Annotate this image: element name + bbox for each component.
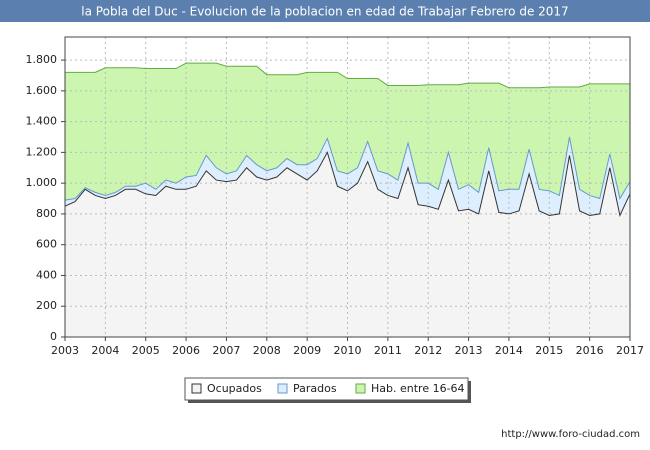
x-tick-label: 2007	[212, 344, 240, 357]
x-tick-label: 2009	[293, 344, 321, 357]
x-tick-label: 2012	[414, 344, 442, 357]
x-tick-label: 2008	[253, 344, 281, 357]
y-tick-label: 600	[36, 238, 57, 251]
y-tick-label: 200	[36, 299, 57, 312]
y-tick-label: 400	[36, 268, 57, 281]
x-tick-label: 2006	[172, 344, 200, 357]
x-tick-label: 2004	[91, 344, 119, 357]
x-tick-label: 2005	[132, 344, 160, 357]
series-line	[64, 151, 631, 218]
footer-url: http://www.foro-ciudad.com	[501, 429, 640, 440]
area	[65, 152, 630, 337]
legend-label: Parados	[293, 382, 337, 395]
area	[65, 137, 630, 216]
series-line	[65, 62, 630, 89]
legend-swatch	[355, 383, 366, 394]
y-tick-label: 800	[36, 207, 57, 220]
legend-swatch	[277, 383, 288, 394]
x-tick-label: 2017	[616, 344, 644, 357]
chart-title: la Pobla del Duc - Evolucion de la pobla…	[81, 5, 568, 19]
x-tick-label: 2011	[374, 344, 402, 357]
y-tick-label: 1.200	[26, 145, 58, 158]
y-tick-label: 1.000	[26, 176, 58, 189]
legend-swatch	[191, 383, 202, 394]
legend-label: Ocupados	[207, 382, 262, 395]
title-bar	[0, 0, 650, 22]
x-tick-label: 2015	[535, 344, 563, 357]
legend-box	[184, 377, 469, 401]
plot	[64, 37, 631, 338]
y-tick-label: 0	[50, 330, 57, 343]
y-tick-label: 1.400	[26, 115, 58, 128]
x-tick-label: 2010	[334, 344, 362, 357]
x-tick-label: 2014	[495, 344, 523, 357]
x-tick-label: 2013	[455, 344, 483, 357]
series-line	[64, 136, 631, 201]
y-tick-label: 1.600	[26, 84, 58, 97]
legend-label: Hab. entre 16-64	[371, 382, 465, 395]
x-tick-label: 2003	[51, 344, 79, 357]
y-tick-label: 1.800	[26, 53, 58, 66]
legend: Ocupados Parados Hab. entre 16-64	[184, 377, 471, 403]
x-tick-label: 2016	[576, 344, 604, 357]
